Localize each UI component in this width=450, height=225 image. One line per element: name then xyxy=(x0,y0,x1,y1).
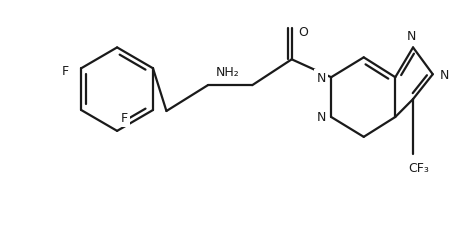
Text: N: N xyxy=(317,111,326,124)
Text: F: F xyxy=(62,65,69,77)
Text: N: N xyxy=(317,71,326,84)
Text: O: O xyxy=(299,26,309,39)
Text: N: N xyxy=(406,30,416,43)
Text: NH₂: NH₂ xyxy=(216,65,239,78)
Text: F: F xyxy=(121,112,127,125)
Text: CF₃: CF₃ xyxy=(409,162,429,174)
Text: N: N xyxy=(440,68,449,81)
